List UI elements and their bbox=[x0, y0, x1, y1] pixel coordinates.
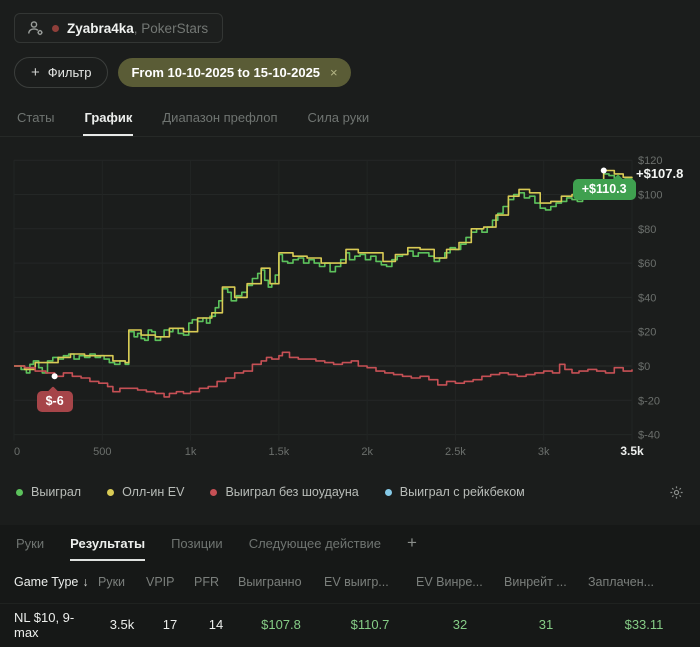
cell-winrate: 31 bbox=[538, 617, 554, 632]
tab-positions[interactable]: Позиции bbox=[171, 536, 223, 551]
y-axis-tick-label: $40 bbox=[638, 292, 656, 304]
legend-dot-no-showdown bbox=[210, 488, 218, 496]
legend-item-no-showdown[interactable]: Выиграл без шоудауна bbox=[210, 485, 359, 499]
legend-label: Выиграл bbox=[31, 485, 82, 499]
table-row[interactable]: NL $10, 9-max 3.5k 17 14 $107.8 $110.7 3… bbox=[0, 603, 700, 645]
legend-item-rakeback[interactable]: Выиграл с рейкбеком bbox=[384, 485, 525, 499]
ev-marker-dot bbox=[600, 167, 607, 174]
add-tab-icon[interactable]: + bbox=[407, 533, 417, 552]
x-axis-tick-label: 1.5k bbox=[268, 446, 289, 458]
sort-desc-icon: ↓ bbox=[82, 575, 89, 589]
tab-hands[interactable]: Руки bbox=[16, 536, 45, 551]
x-axis-tick-label: 3k bbox=[538, 446, 550, 458]
series-line-no-showdown bbox=[14, 351, 633, 398]
results-panel: Руки Результаты Позиции Следующее действ… bbox=[0, 525, 700, 647]
tab-results[interactable]: Результаты bbox=[70, 536, 146, 561]
add-filter-button[interactable]: + Фильтр bbox=[14, 57, 109, 88]
legend-item-allin-ev[interactable]: Олл-ин EV bbox=[107, 485, 184, 499]
x-axis-tick-label: 1k bbox=[185, 446, 197, 458]
cell-ev-winrate: 32 bbox=[452, 617, 468, 632]
column-header-won[interactable]: Выигранно bbox=[238, 575, 302, 589]
tab-preflop-range[interactable]: Диапазон префлоп bbox=[162, 110, 278, 125]
x-axis-tick-label: 3.5k bbox=[620, 444, 644, 458]
winnings-chart-svg: $120 $100 $80 $60 $40 $20 $0 $-20 $-40 0 500 1k 1.5k… bbox=[13, 155, 662, 458]
y-axis-tick-label: $20 bbox=[638, 327, 656, 339]
series-line-allin-ev bbox=[14, 169, 633, 371]
main-tab-bar: Статы График Диапазон префлоп Сила руки bbox=[0, 100, 700, 137]
y-axis-tick-label: $100 bbox=[638, 190, 662, 202]
results-tab-bar: Руки Результаты Позиции Следующее действ… bbox=[0, 525, 700, 561]
y-axis-tick-label: $0 bbox=[638, 361, 650, 373]
winnings-chart[interactable]: $120 $100 $80 $60 $40 $20 $0 $-20 $-40 0 500 1k 1.5k… bbox=[0, 137, 700, 467]
cell-vpip: 17 bbox=[162, 617, 178, 632]
tab-hand-strength[interactable]: Сила руки bbox=[307, 110, 370, 125]
legend-item-winnings[interactable]: Выиграл bbox=[16, 485, 81, 499]
current-value-label: +$107.8 bbox=[636, 166, 684, 182]
chart-legend-row: Выиграл Олл-ин EV Выиграл без шоудауна В… bbox=[0, 467, 700, 525]
column-header-ev-won[interactable]: EV выигр... bbox=[324, 575, 389, 589]
cell-game-type: NL $10, 9-max bbox=[14, 609, 75, 640]
header-bar: Zyabra4ka, PokerStars bbox=[0, 0, 700, 51]
close-icon[interactable]: × bbox=[330, 65, 338, 80]
player-selector[interactable]: Zyabra4ka, PokerStars bbox=[14, 13, 224, 43]
date-range-label: From 10-10-2025 to 15-10-2025 bbox=[131, 65, 321, 80]
y-axis-tick-label: $120 bbox=[638, 155, 662, 167]
person-gear-icon bbox=[27, 20, 44, 36]
player-status-dot bbox=[52, 24, 59, 32]
x-axis-tick-label: 2.5k bbox=[445, 446, 466, 458]
filter-row: + Фильтр From 10-10-2025 to 15-10-2025 × bbox=[0, 51, 700, 100]
date-range-chip[interactable]: From 10-10-2025 to 15-10-2025 × bbox=[118, 58, 351, 87]
y-axis-tick-label: $-20 bbox=[638, 395, 660, 407]
tab-next-action[interactable]: Следующее действие bbox=[248, 536, 382, 551]
series-line-winnings bbox=[14, 173, 633, 374]
column-header-ev-winrate[interactable]: EV Винре... bbox=[416, 575, 483, 589]
min-value-badge: $-6 bbox=[36, 391, 73, 413]
ev-badge: +$110.3 bbox=[572, 179, 636, 201]
results-table-header: Game Type ↓ Руки VPIP PFR Выигранно EV вы… bbox=[0, 561, 700, 603]
cell-won: $107.8 bbox=[261, 617, 301, 632]
legend-label: Выиграл без шоудауна bbox=[225, 485, 359, 499]
gear-icon[interactable] bbox=[669, 485, 684, 500]
x-axis-tick-label: 500 bbox=[93, 446, 111, 458]
y-axis-tick-label: $80 bbox=[638, 224, 656, 236]
plus-icon: + bbox=[31, 63, 40, 81]
cell-pfr: 14 bbox=[208, 617, 224, 632]
min-marker-dot bbox=[51, 373, 58, 380]
x-axis-tick-label: 2k bbox=[361, 446, 373, 458]
y-axis-tick-label: $-40 bbox=[638, 430, 660, 442]
legend-label: Олл-ин EV bbox=[122, 485, 185, 499]
tab-graph[interactable]: График bbox=[83, 104, 134, 136]
column-header-vpip[interactable]: VPIP bbox=[146, 575, 175, 589]
column-header-game-type[interactable]: Game Type ↓ bbox=[14, 575, 89, 589]
column-header-pfr[interactable]: PFR bbox=[194, 575, 219, 589]
column-header-winrate[interactable]: Винрейт ... bbox=[504, 575, 567, 589]
player-site: , PokerStars bbox=[133, 20, 209, 36]
add-filter-label: Фильтр bbox=[47, 65, 92, 80]
column-header-hands[interactable]: Руки bbox=[98, 575, 126, 589]
x-axis-tick-label: 0 bbox=[14, 446, 20, 458]
tab-stats[interactable]: Статы bbox=[17, 110, 55, 125]
y-axis-tick-label: $60 bbox=[638, 258, 656, 270]
player-name: Zyabra4ka bbox=[67, 20, 134, 36]
legend-dot-allin-ev bbox=[107, 488, 115, 496]
cell-ev-won: $110.7 bbox=[350, 617, 390, 632]
legend-label: Выиграл с рейкбеком bbox=[399, 485, 525, 499]
legend-dot-rakeback bbox=[384, 488, 392, 496]
legend-dot-winnings bbox=[16, 488, 23, 496]
cell-rake-paid: $33.11 bbox=[624, 617, 664, 632]
cell-hands: 3.5k bbox=[109, 617, 135, 632]
column-header-rake-paid[interactable]: Заплачен... bbox=[588, 575, 655, 589]
